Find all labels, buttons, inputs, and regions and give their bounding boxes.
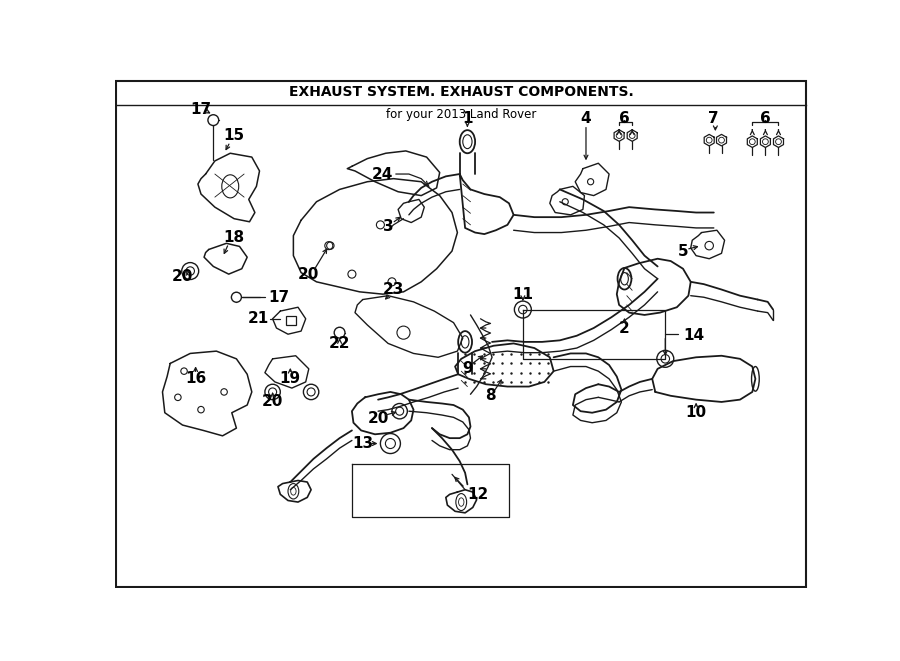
Text: 9: 9 (462, 362, 472, 376)
Text: 23: 23 (382, 282, 404, 297)
Text: 7: 7 (708, 111, 719, 126)
Text: for your 2013 Land Rover: for your 2013 Land Rover (386, 108, 536, 121)
Text: 6: 6 (760, 111, 770, 126)
Text: 3: 3 (382, 219, 393, 234)
Text: 8: 8 (485, 388, 496, 403)
Text: 24: 24 (372, 167, 393, 182)
Text: 20: 20 (172, 269, 194, 284)
Text: 21: 21 (248, 311, 269, 327)
Text: 2: 2 (619, 321, 630, 336)
Text: 15: 15 (223, 128, 245, 143)
Text: 17: 17 (269, 290, 290, 305)
Text: 5: 5 (678, 243, 688, 258)
Text: 20: 20 (262, 395, 284, 409)
Text: 13: 13 (352, 436, 374, 451)
Text: 14: 14 (683, 329, 704, 343)
Text: 1: 1 (463, 111, 473, 126)
Circle shape (231, 292, 241, 302)
Text: 11: 11 (512, 287, 534, 301)
Text: 4: 4 (580, 111, 591, 126)
Bar (285, 317, 296, 325)
Circle shape (208, 115, 219, 126)
Text: 10: 10 (686, 405, 706, 420)
Text: EXHAUST SYSTEM. EXHAUST COMPONENTS.: EXHAUST SYSTEM. EXHAUST COMPONENTS. (289, 85, 634, 99)
Circle shape (334, 327, 345, 338)
Text: 20: 20 (367, 411, 389, 426)
Text: 16: 16 (185, 371, 206, 386)
Text: 18: 18 (223, 231, 245, 245)
Text: 17: 17 (191, 102, 211, 117)
Text: 6: 6 (619, 111, 630, 126)
Text: 20: 20 (298, 266, 320, 282)
Text: 19: 19 (280, 371, 301, 386)
Text: 12: 12 (468, 487, 489, 502)
Text: 22: 22 (328, 336, 350, 351)
